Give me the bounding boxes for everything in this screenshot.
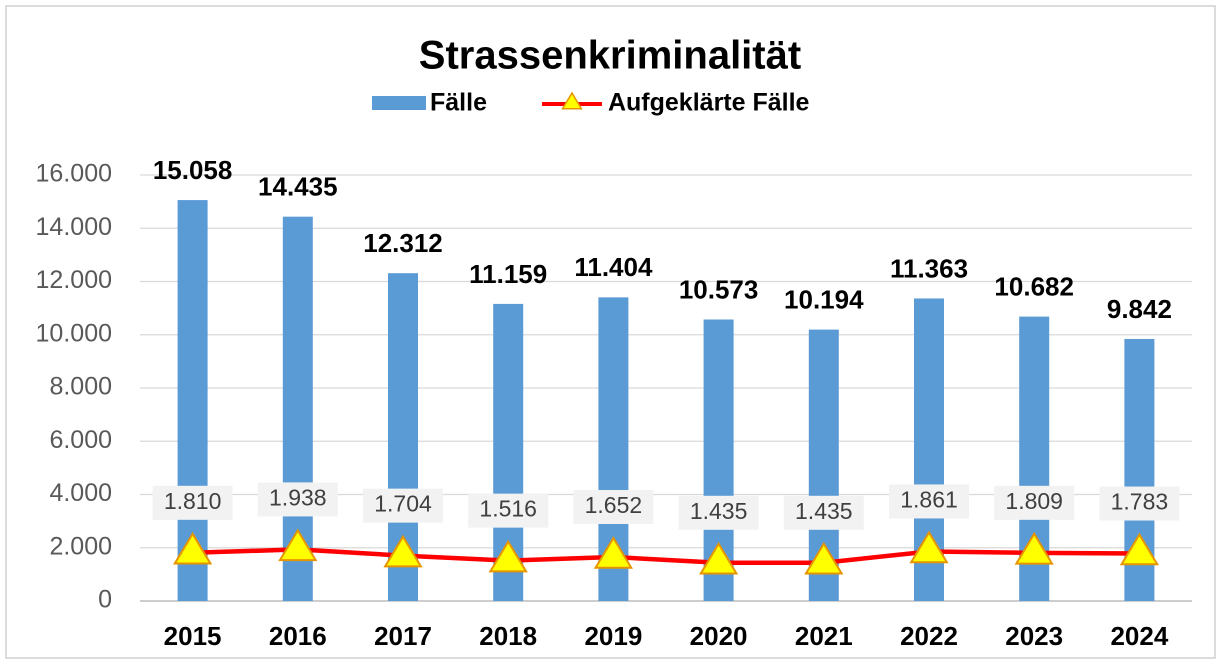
x-tick-label: 2016 <box>269 621 327 651</box>
bar-value-label: 11.159 <box>469 259 547 289</box>
y-tick-label: 0 <box>98 586 112 614</box>
x-tick-label: 2018 <box>479 621 537 651</box>
bar-value-label: 9.842 <box>1107 294 1172 324</box>
bar-value-label: 11.363 <box>890 253 968 283</box>
y-tick-label: 6.000 <box>49 426 112 454</box>
value-label-box <box>468 493 549 528</box>
value-label-box <box>363 488 443 523</box>
x-tick-label: 2021 <box>795 621 853 651</box>
bar-value-label: 12.312 <box>363 228 443 258</box>
value-label-box <box>573 490 654 525</box>
y-tick-label: 8.000 <box>49 373 112 401</box>
line-value-label: 1.652 <box>585 492 643 518</box>
value-label-box <box>783 495 864 530</box>
value-label-box <box>257 482 338 517</box>
bar-value-label: 11.404 <box>574 252 653 282</box>
legend-marker <box>561 91 583 110</box>
line <box>192 547 1140 566</box>
x-tick-label: 2023 <box>1005 621 1063 651</box>
bar-value-label: 14.435 <box>258 172 338 202</box>
y-tick-label: 12.000 <box>36 266 112 294</box>
value-label-box <box>678 495 759 530</box>
line-value-label: 1.938 <box>269 484 327 510</box>
bar-value-label: 10.682 <box>994 271 1074 301</box>
line-marker <box>1014 531 1054 565</box>
line-value-label: 1.809 <box>1005 488 1063 514</box>
y-tick-label: 14.000 <box>36 213 112 241</box>
legend-swatch <box>372 96 426 110</box>
line-marker <box>909 530 949 564</box>
y-tick-label: 4.000 <box>49 479 112 507</box>
x-tick-label: 2022 <box>900 621 958 651</box>
line-marker <box>593 536 634 569</box>
line-marker <box>1119 532 1160 566</box>
line-value-label: 1.435 <box>795 498 853 524</box>
line-value-label: 1.810 <box>164 488 222 514</box>
y-tick-label: 10.000 <box>36 319 112 347</box>
value-label-box <box>994 485 1075 520</box>
legend-label: Fälle <box>430 89 487 117</box>
bar-value-label: 10.194 <box>784 284 864 314</box>
x-tick-label: 2015 <box>164 621 222 651</box>
x-tick-label: 2020 <box>690 621 748 651</box>
line-marker <box>383 534 423 568</box>
chart-title: Strassenkriminalität <box>419 34 801 78</box>
line-value-label: 1.435 <box>690 498 748 524</box>
value-label-box <box>152 485 233 520</box>
line-value-label: 1.516 <box>479 496 537 522</box>
line-value-label: 1.704 <box>374 491 432 517</box>
line-value-label: 1.783 <box>1111 489 1169 515</box>
x-tick-label: 2024 <box>1110 621 1168 651</box>
line-marker <box>804 541 844 575</box>
line-marker <box>698 541 739 575</box>
value-label-box <box>889 484 969 519</box>
bar-value-label: 10.573 <box>679 274 759 304</box>
legend-label: Aufgeklärte Fälle <box>608 89 810 117</box>
x-tick-label: 2019 <box>584 621 642 651</box>
value-label-box <box>1099 486 1180 521</box>
y-tick-label: 16.000 <box>36 160 112 188</box>
line-marker <box>488 539 528 573</box>
line-value-label: 1.861 <box>900 487 958 513</box>
line-marker <box>172 531 213 565</box>
y-tick-label: 2.000 <box>49 532 112 560</box>
line-marker <box>278 528 318 562</box>
bar-value-label: 15.058 <box>153 155 233 185</box>
x-tick-label: 2017 <box>374 621 432 651</box>
